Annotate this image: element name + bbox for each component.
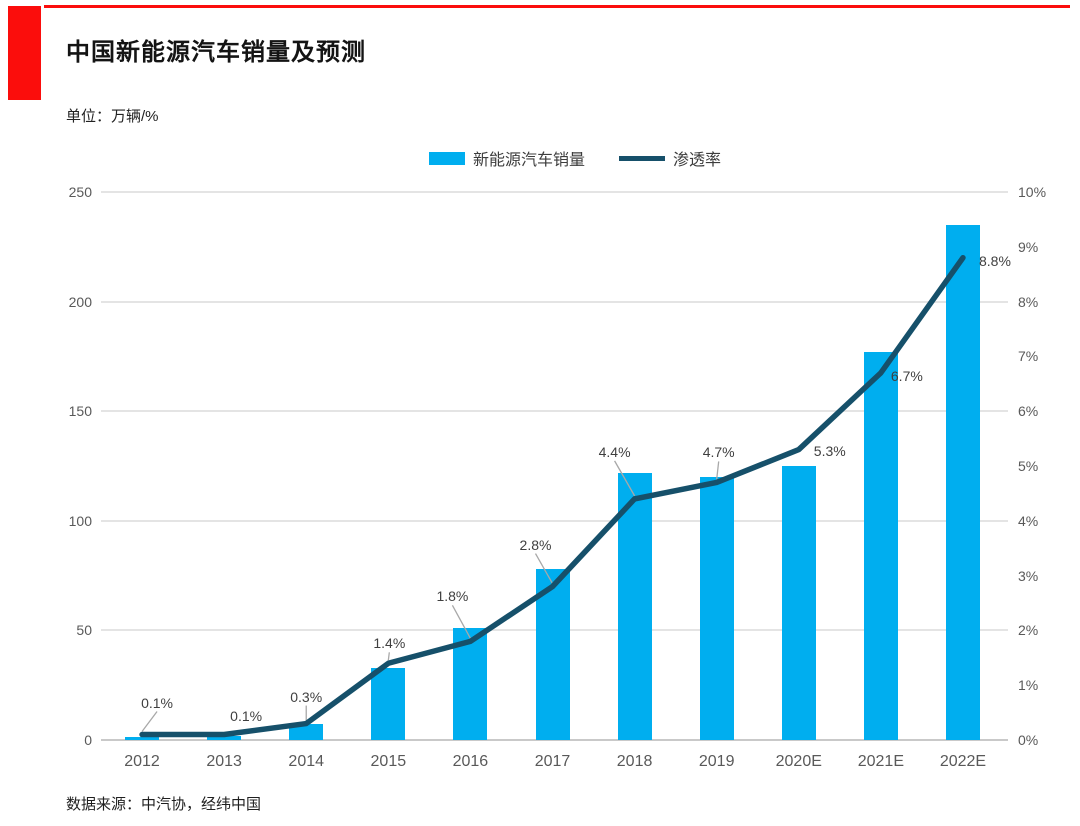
bar-2017 <box>535 569 570 740</box>
line-swatch-icon <box>619 155 665 161</box>
x-label-2012: 2012 <box>124 753 160 770</box>
gridline <box>101 300 1008 303</box>
point-label-2017: 2.8% <box>519 536 552 553</box>
legend-label-penetration: 渗透率 <box>673 152 722 169</box>
bar-2013 <box>207 736 242 740</box>
red-accent-square <box>8 6 41 100</box>
right-axis-tick: 8% <box>1018 293 1039 310</box>
bar-2014 <box>289 723 324 740</box>
point-label-2015: 1.4% <box>373 635 406 652</box>
point-label-2012: 0.1% <box>141 694 173 711</box>
label-leader-line <box>387 652 390 661</box>
point-label-2016: 1.8% <box>436 588 469 605</box>
left-axis-tick: 50 <box>76 622 92 639</box>
right-axis-tick: 6% <box>1018 403 1039 420</box>
right-axis-tick: 4% <box>1018 512 1039 529</box>
right-axis-tick: 2% <box>1018 622 1039 639</box>
point-label-2013: 0.1% <box>230 707 263 724</box>
bar-2012 <box>125 737 160 740</box>
x-label-2020E: 2020E <box>775 753 822 770</box>
x-label-2021E: 2021E <box>857 753 904 770</box>
bar-2021E <box>863 352 898 740</box>
right-axis-tick: 9% <box>1018 238 1039 255</box>
bar-2022E <box>945 224 980 740</box>
point-label-2021E: 6.7% <box>890 367 923 384</box>
x-label-2022E: 2022E <box>939 753 987 770</box>
right-axis-tick: 1% <box>1018 677 1039 694</box>
bar-2018 <box>617 472 652 740</box>
left-axis-tick: 150 <box>68 403 92 420</box>
page-title: 中国新能源汽车销量及预测 <box>66 39 366 66</box>
x-label-2014: 2014 <box>288 753 325 770</box>
red-top-rule <box>44 5 1070 8</box>
right-axis-tick: 7% <box>1018 348 1039 365</box>
gridline <box>101 191 1008 193</box>
x-label-2019: 2019 <box>698 753 735 770</box>
x-label-2017: 2017 <box>534 753 571 770</box>
bar-2020E <box>781 466 816 740</box>
right-axis-tick: 0% <box>1018 732 1039 748</box>
label-leader-line <box>141 711 158 732</box>
point-label-2018: 4.4% <box>598 443 631 460</box>
point-label-2022E: 8.8% <box>978 252 1011 269</box>
left-axis-tick: 0 <box>84 732 92 748</box>
x-label-2018: 2018 <box>616 753 653 770</box>
right-axis-tick: 5% <box>1018 458 1039 474</box>
legend-item-sales: 新能源汽车销量 <box>428 146 585 170</box>
chart-legend: 新能源汽车销量 渗透率 <box>35 146 1080 170</box>
legend-label-sales: 新能源汽车销量 <box>472 152 585 169</box>
bar-2019 <box>699 476 734 740</box>
legend-item-penetration: 渗透率 <box>619 146 721 170</box>
right-axis-tick: 10% <box>1018 184 1047 200</box>
x-label-2016: 2016 <box>452 753 489 770</box>
unit-label: 单位：万辆/% <box>66 108 159 125</box>
data-source: 数据来源：中汽协，经纬中国 <box>66 796 262 813</box>
point-label-2014: 0.3% <box>290 688 323 705</box>
left-axis-tick: 200 <box>68 293 92 310</box>
bar-2015 <box>371 667 406 740</box>
left-axis-tick: 250 <box>68 184 92 200</box>
bar-swatch-icon <box>428 151 465 165</box>
x-label-2015: 2015 <box>370 753 407 770</box>
x-axis-line <box>101 739 1008 741</box>
x-label-2013: 2013 <box>206 753 242 770</box>
point-label-2019: 4.7% <box>702 444 735 461</box>
bar-2016 <box>453 628 488 740</box>
right-axis-tick: 3% <box>1018 567 1039 584</box>
point-label-2020E: 5.3% <box>813 442 846 459</box>
left-axis-tick: 100 <box>68 512 92 529</box>
